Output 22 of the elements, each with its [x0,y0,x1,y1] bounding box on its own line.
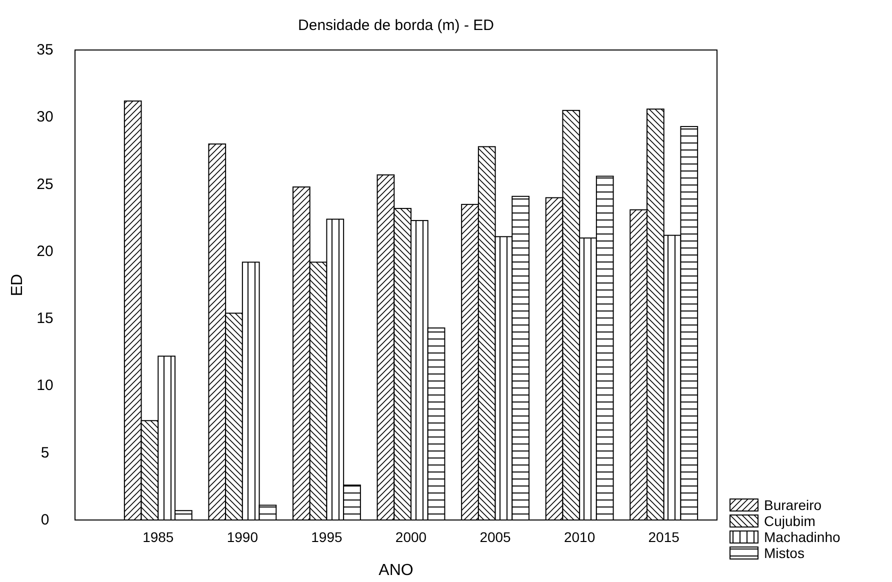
y-tick-label: 0 [40,512,50,528]
legend-label: Cujubim [764,513,816,529]
x-tick-label: 1990 [226,529,258,545]
x-tick-label: 2005 [480,529,512,545]
legend-label: Machadinho [764,529,840,545]
y-tick-label: 10 [36,377,54,394]
x-tick-label: 1995 [311,529,342,545]
x-tick-label: 2000 [395,529,427,545]
x-tick-label: 2010 [564,529,596,545]
y-axis-title: ED [9,274,26,296]
x-tick-label: 2015 [648,529,680,545]
legend-label: Mistos [764,545,804,561]
legend-label: Burareiro [764,497,822,513]
y-tick-label: 35 [36,42,54,58]
x-axis-title: ANO [378,562,414,579]
y-tick-label: 20 [36,242,54,260]
chart-title: Densidade de borda (m) - ED [298,17,494,34]
y-tick-label: 25 [36,176,54,193]
y-tick-label: 5 [40,444,50,462]
y-tick-label: 15 [36,310,54,328]
x-tick-label: 1985 [142,529,174,545]
y-tick-label: 30 [36,108,54,126]
